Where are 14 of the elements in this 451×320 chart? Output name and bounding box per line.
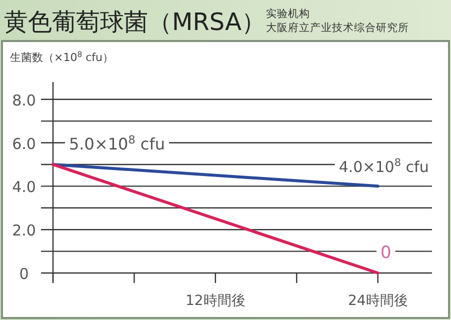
text: 实验机构	[266, 7, 310, 20]
x-tick-label: 24時間後	[348, 293, 408, 309]
text: 大阪府立产业技术综合研究所	[266, 21, 409, 34]
y-tick-label: 8.0	[12, 91, 36, 110]
annotation: 5.0×10$^{8}$ cfu	[69, 132, 165, 154]
y-tick-label: 4.0	[12, 178, 36, 196]
y-axis-title: 生菌数（×10$^{8}$ cfu）	[10, 50, 114, 64]
y-tick-label: 2.0	[12, 222, 36, 240]
y-tick-label: 0	[19, 265, 29, 283]
chart-title: 黄色葡萄球菌（MRSA）	[4, 8, 266, 36]
annotation: 0	[380, 243, 392, 263]
y-tick-label: 6.0	[12, 134, 36, 153]
annotation: 4.0×10$^{8}$ cfu	[338, 157, 429, 176]
x-tick-label: 12時間後	[186, 293, 246, 309]
